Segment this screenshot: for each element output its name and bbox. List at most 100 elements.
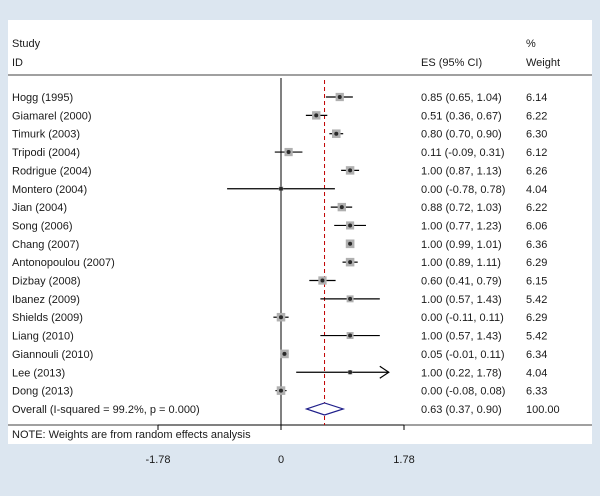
study-id-label: Dong (2013)	[12, 386, 73, 398]
point-estimate	[348, 260, 353, 265]
header-weight: Weight	[526, 57, 560, 69]
x-tick-label: 0	[278, 454, 284, 466]
study-weight-label: 6.34	[526, 349, 547, 361]
point-estimate	[279, 388, 283, 393]
study-ci-label: 0.00 (-0.08, 0.08)	[421, 386, 505, 398]
study-ci-label: 0.00 (-0.11, 0.11)	[421, 312, 504, 324]
tick-label-layer: -1.78 0 1.78	[145, 454, 414, 466]
study-ci-label: 0.00 (-0.78, 0.78)	[421, 184, 505, 196]
study-row: Song (2006) 1.00 (0.77, 1.23) 6.06	[12, 220, 547, 232]
overall-label: Overall (I-squared = 99.2%, p = 0.000)	[12, 404, 200, 416]
study-id-label: Hogg (1995)	[12, 92, 73, 104]
overall-row: Overall (I-squared = 99.2%, p = 0.000) 0.…	[12, 402, 560, 416]
study-row: Liang (2010) 1.00 (0.57, 1.43) 5.42	[12, 331, 547, 343]
study-row: Chang (2007) 1.00 (0.99, 1.01) 6.36	[12, 239, 547, 251]
header-study: Study	[12, 38, 41, 50]
study-id-label: Liang (2010)	[12, 331, 74, 343]
overall-ci-label: 0.63 (0.37, 0.90)	[421, 404, 502, 416]
forest-plot: Study ID ES (95% CI) % Weight Hogg (1995…	[8, 38, 592, 441]
study-id-label: Giamarel (2000)	[12, 110, 91, 122]
study-ci-label: 1.00 (0.22, 1.78)	[421, 367, 502, 379]
study-id-label: Giannouli (2010)	[12, 349, 93, 361]
study-id-label: Ibanez (2009)	[12, 294, 80, 306]
study-ci-label: 1.00 (0.57, 1.43)	[421, 331, 502, 343]
study-id-label: Shields (2009)	[12, 312, 83, 324]
study-weight-label: 6.26	[526, 165, 547, 177]
study-ci-label: 0.60 (0.41, 0.79)	[421, 276, 502, 288]
study-weight-label: 6.15	[526, 276, 547, 288]
study-ci-label: 0.80 (0.70, 0.90)	[421, 129, 502, 141]
study-id-label: Dizbay (2008)	[12, 276, 80, 288]
study-id-label: Montero (2004)	[12, 184, 87, 196]
study-weight-label: 6.22	[526, 202, 547, 214]
study-id-label: Lee (2013)	[12, 367, 65, 379]
study-id-label: Rodrigue (2004)	[12, 165, 92, 177]
point-estimate	[279, 186, 283, 191]
study-weight-label: 6.06	[526, 220, 547, 232]
study-weight-label: 6.29	[526, 257, 547, 269]
header-id: ID	[12, 57, 23, 69]
study-row: Jian (2004) 0.88 (0.72, 1.03) 6.22	[12, 202, 547, 214]
study-row: Shields (2009) 0.00 (-0.11, 0.11) 6.29	[12, 312, 547, 324]
header-percent: %	[526, 38, 536, 50]
point-estimate	[279, 315, 283, 320]
study-row: Montero (2004) 0.00 (-0.78, 0.78) 4.04	[12, 184, 547, 196]
study-weight-label: 6.12	[526, 147, 547, 159]
study-ci-label: 1.00 (0.87, 1.13)	[421, 165, 502, 177]
study-ci-label: 0.88 (0.72, 1.03)	[421, 202, 502, 214]
study-row: Antonopoulou (2007) 1.00 (0.89, 1.11) 6.29	[12, 257, 547, 269]
study-weight-label: 4.04	[526, 184, 547, 196]
point-estimate	[339, 205, 344, 210]
point-estimate	[348, 241, 353, 246]
study-ci-label: 1.00 (0.89, 1.11)	[421, 257, 501, 269]
study-id-label: Song (2006)	[12, 220, 73, 232]
study-weight-label: 6.14	[526, 92, 547, 104]
x-tick-label: 1.78	[393, 454, 414, 466]
x-tick-label: -1.78	[145, 454, 170, 466]
study-weight-label: 5.42	[526, 331, 547, 343]
study-id-label: Antonopoulou (2007)	[12, 257, 115, 269]
study-ci-label: 0.11 (-0.09, 0.31)	[421, 147, 505, 159]
study-id-label: Chang (2007)	[12, 239, 79, 251]
study-weight-label: 6.29	[526, 312, 547, 324]
point-estimate	[348, 333, 353, 338]
point-estimate	[348, 370, 353, 375]
x-axis-ticks	[157, 425, 405, 430]
header-es: ES (95% CI)	[421, 57, 482, 69]
point-estimate	[314, 113, 319, 118]
point-estimate	[320, 278, 325, 283]
study-row: Giamarel (2000) 0.51 (0.36, 0.67) 6.22	[12, 110, 547, 122]
study-weight-label: 6.36	[526, 239, 547, 251]
ci-arrow	[379, 365, 390, 379]
study-row: Giannouli (2010) 0.05 (-0.01, 0.11) 6.34	[12, 349, 547, 361]
overall-diamond	[304, 402, 346, 416]
study-ci-label: 0.85 (0.65, 1.04)	[421, 92, 502, 104]
study-ci-label: 0.51 (0.36, 0.67)	[421, 110, 502, 122]
study-row: Rodrigue (2004) 1.00 (0.87, 1.13) 6.26	[12, 165, 547, 177]
study-rows: Hogg (1995) 0.85 (0.65, 1.04) 6.14 Giamarel…	[12, 92, 560, 416]
study-weight-label: 5.42	[526, 294, 547, 306]
study-row: Dong (2013) 0.00 (-0.08, 0.08) 6.33	[12, 386, 547, 398]
study-weight-label: 6.30	[526, 129, 547, 141]
study-ci-label: 1.00 (0.57, 1.43)	[421, 294, 502, 306]
study-row: Ibanez (2009) 1.00 (0.57, 1.43) 5.42	[12, 294, 547, 306]
point-estimate	[334, 131, 339, 136]
study-ci-label: 1.00 (0.77, 1.23)	[421, 220, 502, 232]
plot-panel: Study ID ES (95% CI) % Weight Hogg (1995…	[8, 20, 592, 444]
footnote: NOTE: Weights are from random effects an…	[12, 429, 251, 441]
point-estimate	[348, 168, 353, 173]
overall-weight-label: 100.00	[526, 404, 560, 416]
column-headers: Study ID ES (95% CI) % Weight	[12, 38, 560, 69]
point-estimate	[282, 351, 287, 356]
point-estimate	[348, 223, 353, 228]
study-row: Hogg (1995) 0.85 (0.65, 1.04) 6.14	[12, 92, 547, 104]
study-row: Dizbay (2008) 0.60 (0.41, 0.79) 6.15	[12, 276, 547, 288]
study-row: Tripodi (2004) 0.11 (-0.09, 0.31) 6.12	[12, 147, 547, 159]
study-weight-label: 4.04	[526, 367, 547, 379]
study-row: Timurk (2003) 0.80 (0.70, 0.90) 6.30	[12, 129, 547, 141]
study-weight-label: 6.22	[526, 110, 547, 122]
study-ci-label: 1.00 (0.99, 1.01)	[421, 239, 502, 251]
point-estimate	[348, 296, 353, 301]
study-id-label: Timurk (2003)	[12, 129, 80, 141]
